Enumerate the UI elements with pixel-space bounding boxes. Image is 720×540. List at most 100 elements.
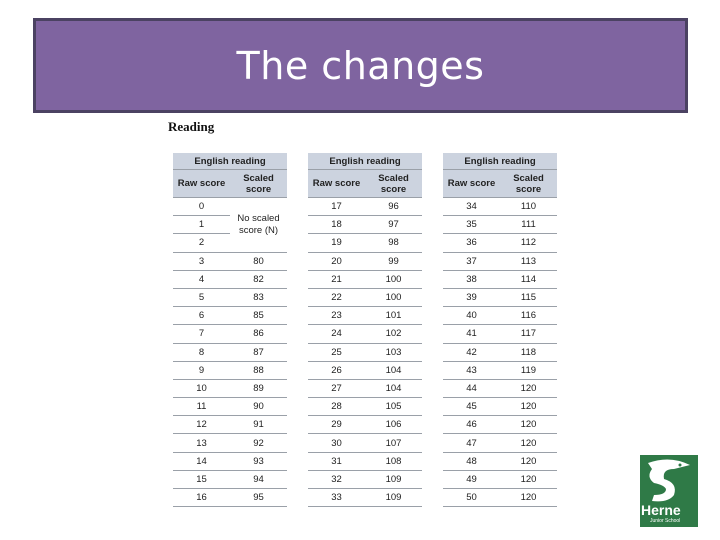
scaled-score: 120 [500,470,558,490]
table-row: 47 120 [443,433,558,453]
raw-score: 48 [443,452,500,471]
table-row: 29 106 [308,415,423,435]
column-header: Raw score [443,169,500,198]
raw-score: 12 [173,415,230,435]
raw-score: 27 [308,379,365,399]
raw-score: 38 [443,270,500,289]
scaled-score: 88 [230,361,288,380]
scaled-score: 120 [500,379,558,399]
raw-score: 37 [443,252,500,271]
scaled-score: 94 [230,470,288,490]
scaled-score: 120 [500,397,558,417]
scaled-score: 116 [500,306,558,326]
table-row: 24 102 [308,324,423,344]
scaled-score: 87 [230,343,288,362]
table-row: 20 99 [308,252,423,271]
scaled-score: 96 [365,197,423,217]
column-header: Raw score [173,169,230,198]
scaled-score: 100 [365,270,423,289]
scaled-score: 110 [500,197,558,217]
raw-score: 31 [308,452,365,471]
raw-score: 39 [443,288,500,308]
raw-score: 2 [173,233,230,253]
raw-score: 47 [443,433,500,453]
scaled-score: 113 [500,252,558,271]
raw-score: 23 [308,306,365,326]
column-header-row: Raw score Scaled score [308,169,423,198]
table-row: 50 120 [443,488,558,508]
raw-score: 25 [308,343,365,362]
raw-score: 28 [308,397,365,417]
raw-score: 14 [173,452,230,471]
scaled-score: 108 [365,452,423,471]
scaled-score: 105 [365,397,423,417]
scaled-score: 103 [365,343,423,362]
logo-name: Herne [641,502,681,518]
table-row: 23 101 [308,306,423,326]
scaled-score: 85 [230,306,288,326]
raw-score: 49 [443,470,500,490]
scaled-score: 91 [230,415,288,435]
scaled-score: 98 [365,233,423,253]
scaled-score: 114 [500,270,558,289]
scaled-score: 82 [230,270,288,289]
table-row: 39 115 [443,288,558,308]
table-row: 21 100 [308,270,423,289]
scaled-score: 109 [365,470,423,490]
scaled-score: 97 [365,215,423,235]
table-row: 17 96 [308,197,423,217]
score-table: English reading Raw score Scaled score 0 No … [173,153,288,508]
raw-score: 9 [173,361,230,380]
scaled-score: 95 [230,488,288,508]
scaled-score: 102 [365,324,423,344]
table-row: 5 83 [173,288,288,308]
raw-score: 6 [173,306,230,326]
table-row: 0 No scaled score (N) [173,197,288,253]
table-row: 45 120 [443,397,558,417]
column-header-row: Raw score Scaled score [173,169,288,198]
raw-score: 33 [308,488,365,508]
table-row: 26 104 [308,361,423,380]
table-row: 2 [173,233,287,253]
table-row: 22 100 [308,288,423,308]
table-row: 3 80 [173,252,288,271]
table-row: 4 82 [173,270,288,289]
raw-score: 46 [443,415,500,435]
raw-score: 13 [173,433,230,453]
table-row: 49 120 [443,470,558,490]
table-row: 25 103 [308,343,423,362]
caption-row: English reading [308,153,423,170]
subtitle: Reading [168,119,215,134]
raw-score: 36 [443,233,500,253]
table-row: 43 119 [443,361,558,380]
scaled-score: 120 [500,488,558,508]
raw-score: 5 [173,288,230,308]
raw-score: 45 [443,397,500,417]
logo-tagline: Junior School [650,518,681,524]
logo: Herne Junior School [640,455,698,527]
table-row: 8 87 [173,343,288,362]
raw-score: 3 [173,252,230,271]
table-caption: English reading [173,153,288,170]
table-row: 28 105 [308,397,423,417]
scaled-score: 112 [500,233,558,253]
table-row: 44 120 [443,379,558,399]
scaled-score: 111 [500,215,558,235]
raw-score: 21 [308,270,365,289]
scaled-score: 90 [230,397,288,417]
raw-score: 43 [443,361,500,380]
table-row: 10 89 [173,379,288,399]
table-row: 35 111 [443,215,558,235]
table-row: 19 98 [308,233,423,253]
raw-score: 7 [173,324,230,344]
table-row: 30 107 [308,433,423,453]
scaled-score: 120 [500,452,558,471]
column-header-row: Raw score Scaled score [443,169,558,198]
scaled-score: 89 [230,379,288,399]
caption-row: English reading [173,153,288,170]
table-row: 9 88 [173,361,288,380]
raw-score: 29 [308,415,365,435]
table-row: 32 109 [308,470,423,490]
raw-score: 42 [443,343,500,362]
raw-score: 32 [308,470,365,490]
